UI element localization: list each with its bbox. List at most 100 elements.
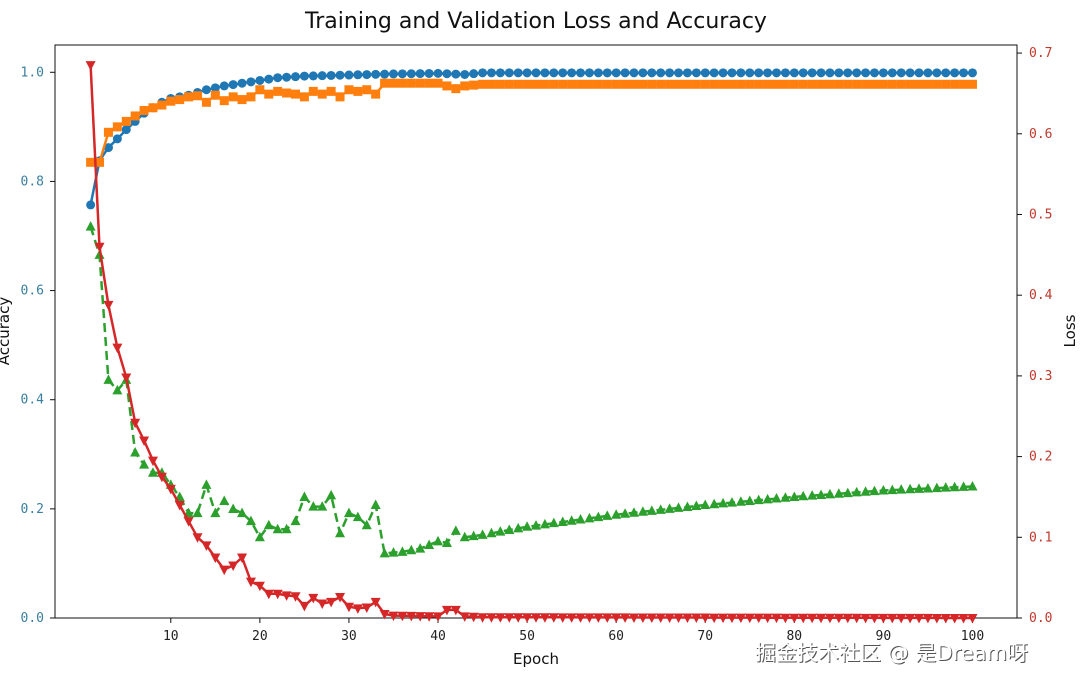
data-point	[513, 79, 523, 89]
data-point	[531, 613, 541, 623]
data-point	[959, 68, 969, 78]
data-point	[424, 612, 435, 622]
chart-title: Training and Validation Loss and Accurac…	[304, 9, 767, 34]
data-point	[486, 613, 497, 623]
data-point	[504, 613, 515, 623]
data-point	[611, 68, 621, 78]
data-point	[468, 612, 479, 623]
data-point	[691, 68, 701, 78]
data-point	[905, 483, 916, 494]
data-point	[558, 79, 568, 89]
data-point	[85, 61, 96, 71]
data-point	[646, 613, 657, 623]
data-point	[531, 79, 541, 89]
data-point	[824, 613, 835, 624]
data-point	[441, 605, 452, 616]
data-point	[567, 68, 577, 78]
data-point	[789, 79, 799, 89]
data-point	[852, 79, 862, 89]
data-point	[647, 68, 657, 78]
data-point	[299, 491, 310, 501]
data-point	[807, 490, 818, 500]
data-point	[851, 486, 862, 497]
data-point	[753, 494, 764, 505]
left-tick-label: 0.6	[21, 284, 44, 299]
data-point	[397, 611, 408, 622]
data-point	[575, 514, 586, 524]
left-tick-label: 0.2	[21, 502, 44, 517]
x-tick-label: 70	[697, 629, 713, 644]
data-point	[442, 81, 452, 91]
data-point	[370, 597, 381, 608]
data-point	[201, 479, 212, 489]
data-point	[210, 83, 220, 93]
data-point	[905, 68, 915, 78]
data-point	[308, 71, 318, 81]
data-point	[282, 88, 292, 98]
data-point	[103, 374, 114, 384]
data-point	[478, 79, 488, 89]
data-point	[335, 70, 345, 80]
data-point	[317, 599, 328, 609]
right-tick-label: 0.1	[1029, 530, 1052, 545]
data-point	[433, 535, 444, 546]
data-point	[628, 507, 639, 517]
data-point	[281, 523, 292, 534]
data-point	[566, 613, 577, 623]
data-point	[308, 86, 318, 96]
data-point	[317, 71, 327, 81]
left-tick-label: 1.0	[21, 65, 44, 80]
data-point	[816, 489, 827, 500]
watermark-shadow: 掘金技术社区 @ 是Dream呀	[756, 642, 1029, 666]
data-point	[576, 79, 586, 89]
data-point	[103, 143, 113, 153]
data-point	[691, 79, 701, 89]
data-point	[833, 613, 844, 624]
data-point	[780, 492, 791, 502]
data-point	[762, 613, 773, 624]
data-point	[272, 523, 283, 534]
data-point	[460, 81, 470, 91]
data-point	[557, 613, 568, 623]
data-point	[816, 613, 827, 624]
data-point	[406, 78, 416, 88]
data-point	[602, 510, 613, 520]
data-point	[210, 90, 220, 100]
data-point	[495, 68, 505, 78]
data-point	[682, 68, 692, 78]
data-point	[397, 69, 407, 79]
data-point	[745, 79, 755, 89]
data-point	[361, 519, 372, 530]
data-point	[861, 68, 871, 78]
data-point	[388, 78, 398, 88]
data-point	[495, 613, 506, 623]
data-point	[967, 614, 978, 624]
data-point	[914, 613, 925, 624]
data-point	[700, 68, 710, 78]
x-tick-label: 60	[608, 629, 624, 644]
data-point	[379, 547, 390, 558]
data-point	[343, 602, 354, 613]
data-point	[112, 134, 122, 144]
series-orange-left	[86, 78, 977, 167]
data-point	[433, 78, 443, 88]
data-point	[335, 593, 346, 603]
data-point	[602, 79, 612, 89]
data-point	[255, 85, 265, 95]
data-point	[593, 613, 604, 623]
data-point	[807, 68, 817, 78]
data-point	[184, 92, 194, 102]
data-point	[291, 89, 300, 99]
data-point	[718, 613, 729, 624]
right-tick-label: 0.3	[1029, 369, 1052, 384]
data-point	[967, 68, 977, 78]
data-point	[451, 69, 461, 79]
data-point	[308, 501, 319, 511]
data-point	[486, 79, 496, 89]
data-point	[869, 613, 880, 624]
data-point	[914, 79, 924, 89]
data-point	[486, 68, 496, 78]
data-point	[139, 459, 150, 469]
data-point	[406, 611, 417, 622]
